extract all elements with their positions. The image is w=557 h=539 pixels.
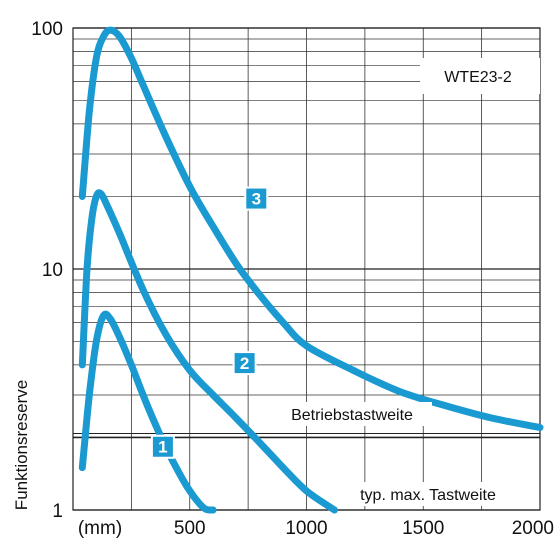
x-tick-label: 500: [174, 518, 206, 539]
plot-frame: [72, 27, 541, 511]
series-2-curve: [78, 189, 338, 514]
series-3-badge: [246, 188, 267, 209]
model-label-box: [420, 58, 540, 94]
x-tick-label: 1500: [402, 518, 444, 539]
x-unit-label: (mm): [78, 518, 122, 539]
series-2-badge: [234, 353, 255, 374]
x-tick-labels: 500 1000 1500 2000: [174, 518, 554, 539]
series-3-curve: [78, 26, 544, 431]
series-layer: [78, 26, 544, 514]
y-tick-label: 100: [31, 19, 63, 40]
series-1-badge-label: 1: [158, 438, 167, 457]
series-2-badge-label: 2: [240, 354, 249, 373]
x-tick-label: 2000: [512, 518, 554, 539]
operating-range-label-box: [272, 402, 432, 426]
series-badges: 1 2 3: [150, 186, 269, 459]
series-1-curve: [78, 310, 217, 514]
operating-range-label: Betriebstastweite: [291, 407, 413, 424]
y-tick-labels: 1 10 100: [31, 19, 63, 522]
y-tick-label: 1: [52, 501, 63, 522]
model-label: WTE23-2: [444, 69, 512, 86]
series-1-badge: [152, 436, 173, 457]
max-range-label: typ. max. Tastweite: [360, 487, 496, 504]
y-tick-label: 10: [42, 260, 63, 281]
y-axis-label: Funktionsreserve: [12, 380, 31, 510]
max-range-label-box: [340, 482, 520, 506]
series-3-badge-label: 3: [252, 190, 261, 209]
x-tick-label: 1000: [285, 518, 327, 539]
